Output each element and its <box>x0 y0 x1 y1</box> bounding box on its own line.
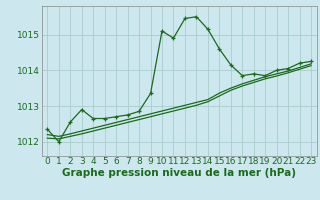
X-axis label: Graphe pression niveau de la mer (hPa): Graphe pression niveau de la mer (hPa) <box>62 168 296 178</box>
